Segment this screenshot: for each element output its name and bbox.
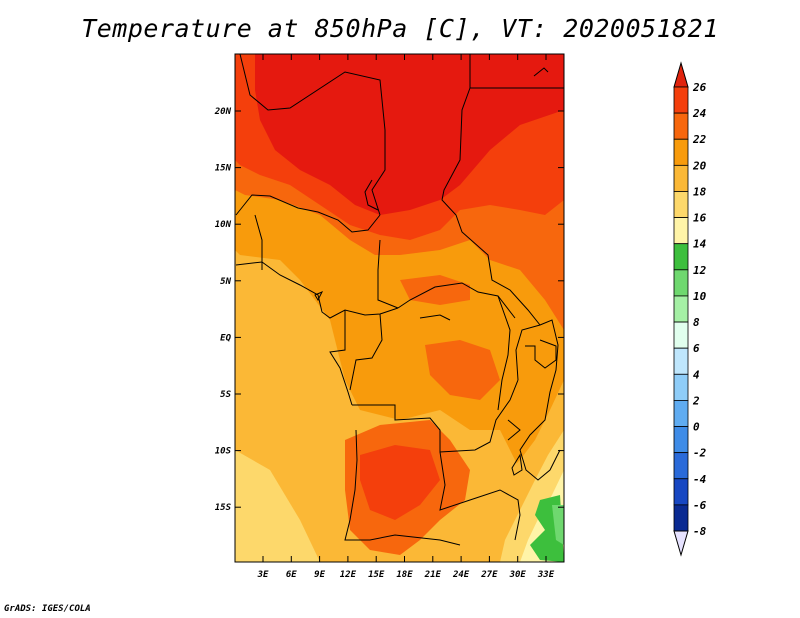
map-title: Temperature at 850hPa [C], VT: 202005182… [81, 14, 719, 43]
lon-tick-label: 21E [424, 570, 442, 580]
colorbar-swatch [673, 478, 689, 506]
colorbar-label: 22 [692, 133, 707, 146]
colorbar-swatch [673, 86, 689, 114]
country-borders [235, 54, 564, 546]
lat-tick-label: 5N [220, 277, 231, 287]
lon-tick-label: 24E [452, 570, 470, 580]
colorbar-label: -8 [693, 525, 707, 538]
longitude-axis: 3E 6E 9E 12E 15E 18E 21E 24E 27E 30E 33E [257, 54, 555, 580]
lat-tick-label: 10S [215, 447, 232, 457]
lon-tick-label: 27E [480, 570, 498, 580]
colorbar-label: 0 [693, 421, 700, 434]
colorbar-swatch [673, 164, 689, 192]
colorbar-swatch [673, 112, 689, 140]
colorbar-label: 4 [693, 368, 700, 381]
lon-tick-label: 6E [286, 570, 297, 580]
lon-tick-label: 33E [537, 570, 555, 580]
colorbar-swatch [673, 269, 689, 297]
map-frame [234, 53, 565, 563]
colorbar-label: -2 [693, 447, 707, 460]
lat-tick-label: 15S [215, 503, 232, 513]
colorbar-swatch [673, 321, 689, 349]
colorbar-label: 2 [692, 394, 700, 407]
colorbar-swatch [673, 373, 689, 401]
lon-tick-label: 30E [509, 570, 527, 580]
lat-tick-label: 20N [214, 107, 232, 117]
colorbar-label: 18 [693, 185, 707, 198]
lon-tick-label: 15E [368, 570, 385, 580]
colorbar-label: 8 [693, 316, 700, 329]
lon-tick-label: 12E [340, 570, 357, 580]
colorbar-label: -6 [693, 499, 707, 512]
colorbar-swatch [673, 426, 689, 454]
lon-tick-label: 9E [314, 570, 325, 580]
colorbar-swatch [673, 452, 689, 480]
colorbar-bottom-arrow [673, 530, 689, 557]
colorbar-label: 6 [693, 342, 700, 355]
lat-tick-label: 15N [215, 164, 232, 174]
colorbar-label: 12 [693, 264, 707, 277]
lon-tick-label: 18E [396, 570, 413, 580]
lat-tick-label: EQ [220, 333, 231, 343]
colorbar-swatch [673, 138, 689, 166]
colorbar-label: 26 [692, 81, 707, 94]
lat-tick-label: 10N [215, 220, 232, 230]
colorbar-swatch [673, 504, 689, 532]
colorbar-label: 10 [693, 290, 707, 303]
colorbar-label: -4 [693, 473, 707, 486]
colorbar-label: 16 [693, 212, 707, 225]
colorbar-swatch [673, 191, 689, 218]
colorbar-swatch [673, 400, 689, 427]
grads-credit: GrADS: IGES/COLA [4, 604, 91, 614]
temperature-field [235, 54, 564, 562]
colorbar-swatch [673, 347, 689, 375]
colorbar-top-arrow [673, 61, 689, 88]
lon-tick-label: 3E [257, 570, 269, 580]
colorbar-label: 24 [692, 107, 707, 120]
colorbar-swatch [673, 243, 689, 271]
latitude-axis: 20N 15N 10N 5N EQ 5S 10S 15S [214, 107, 564, 513]
colorbar-swatch [673, 217, 689, 245]
lat-tick-label: 5S [220, 390, 231, 400]
colorbar-label: 14 [693, 238, 707, 251]
colorbar-swatch [673, 295, 689, 323]
colorbar-label: 20 [692, 159, 707, 172]
